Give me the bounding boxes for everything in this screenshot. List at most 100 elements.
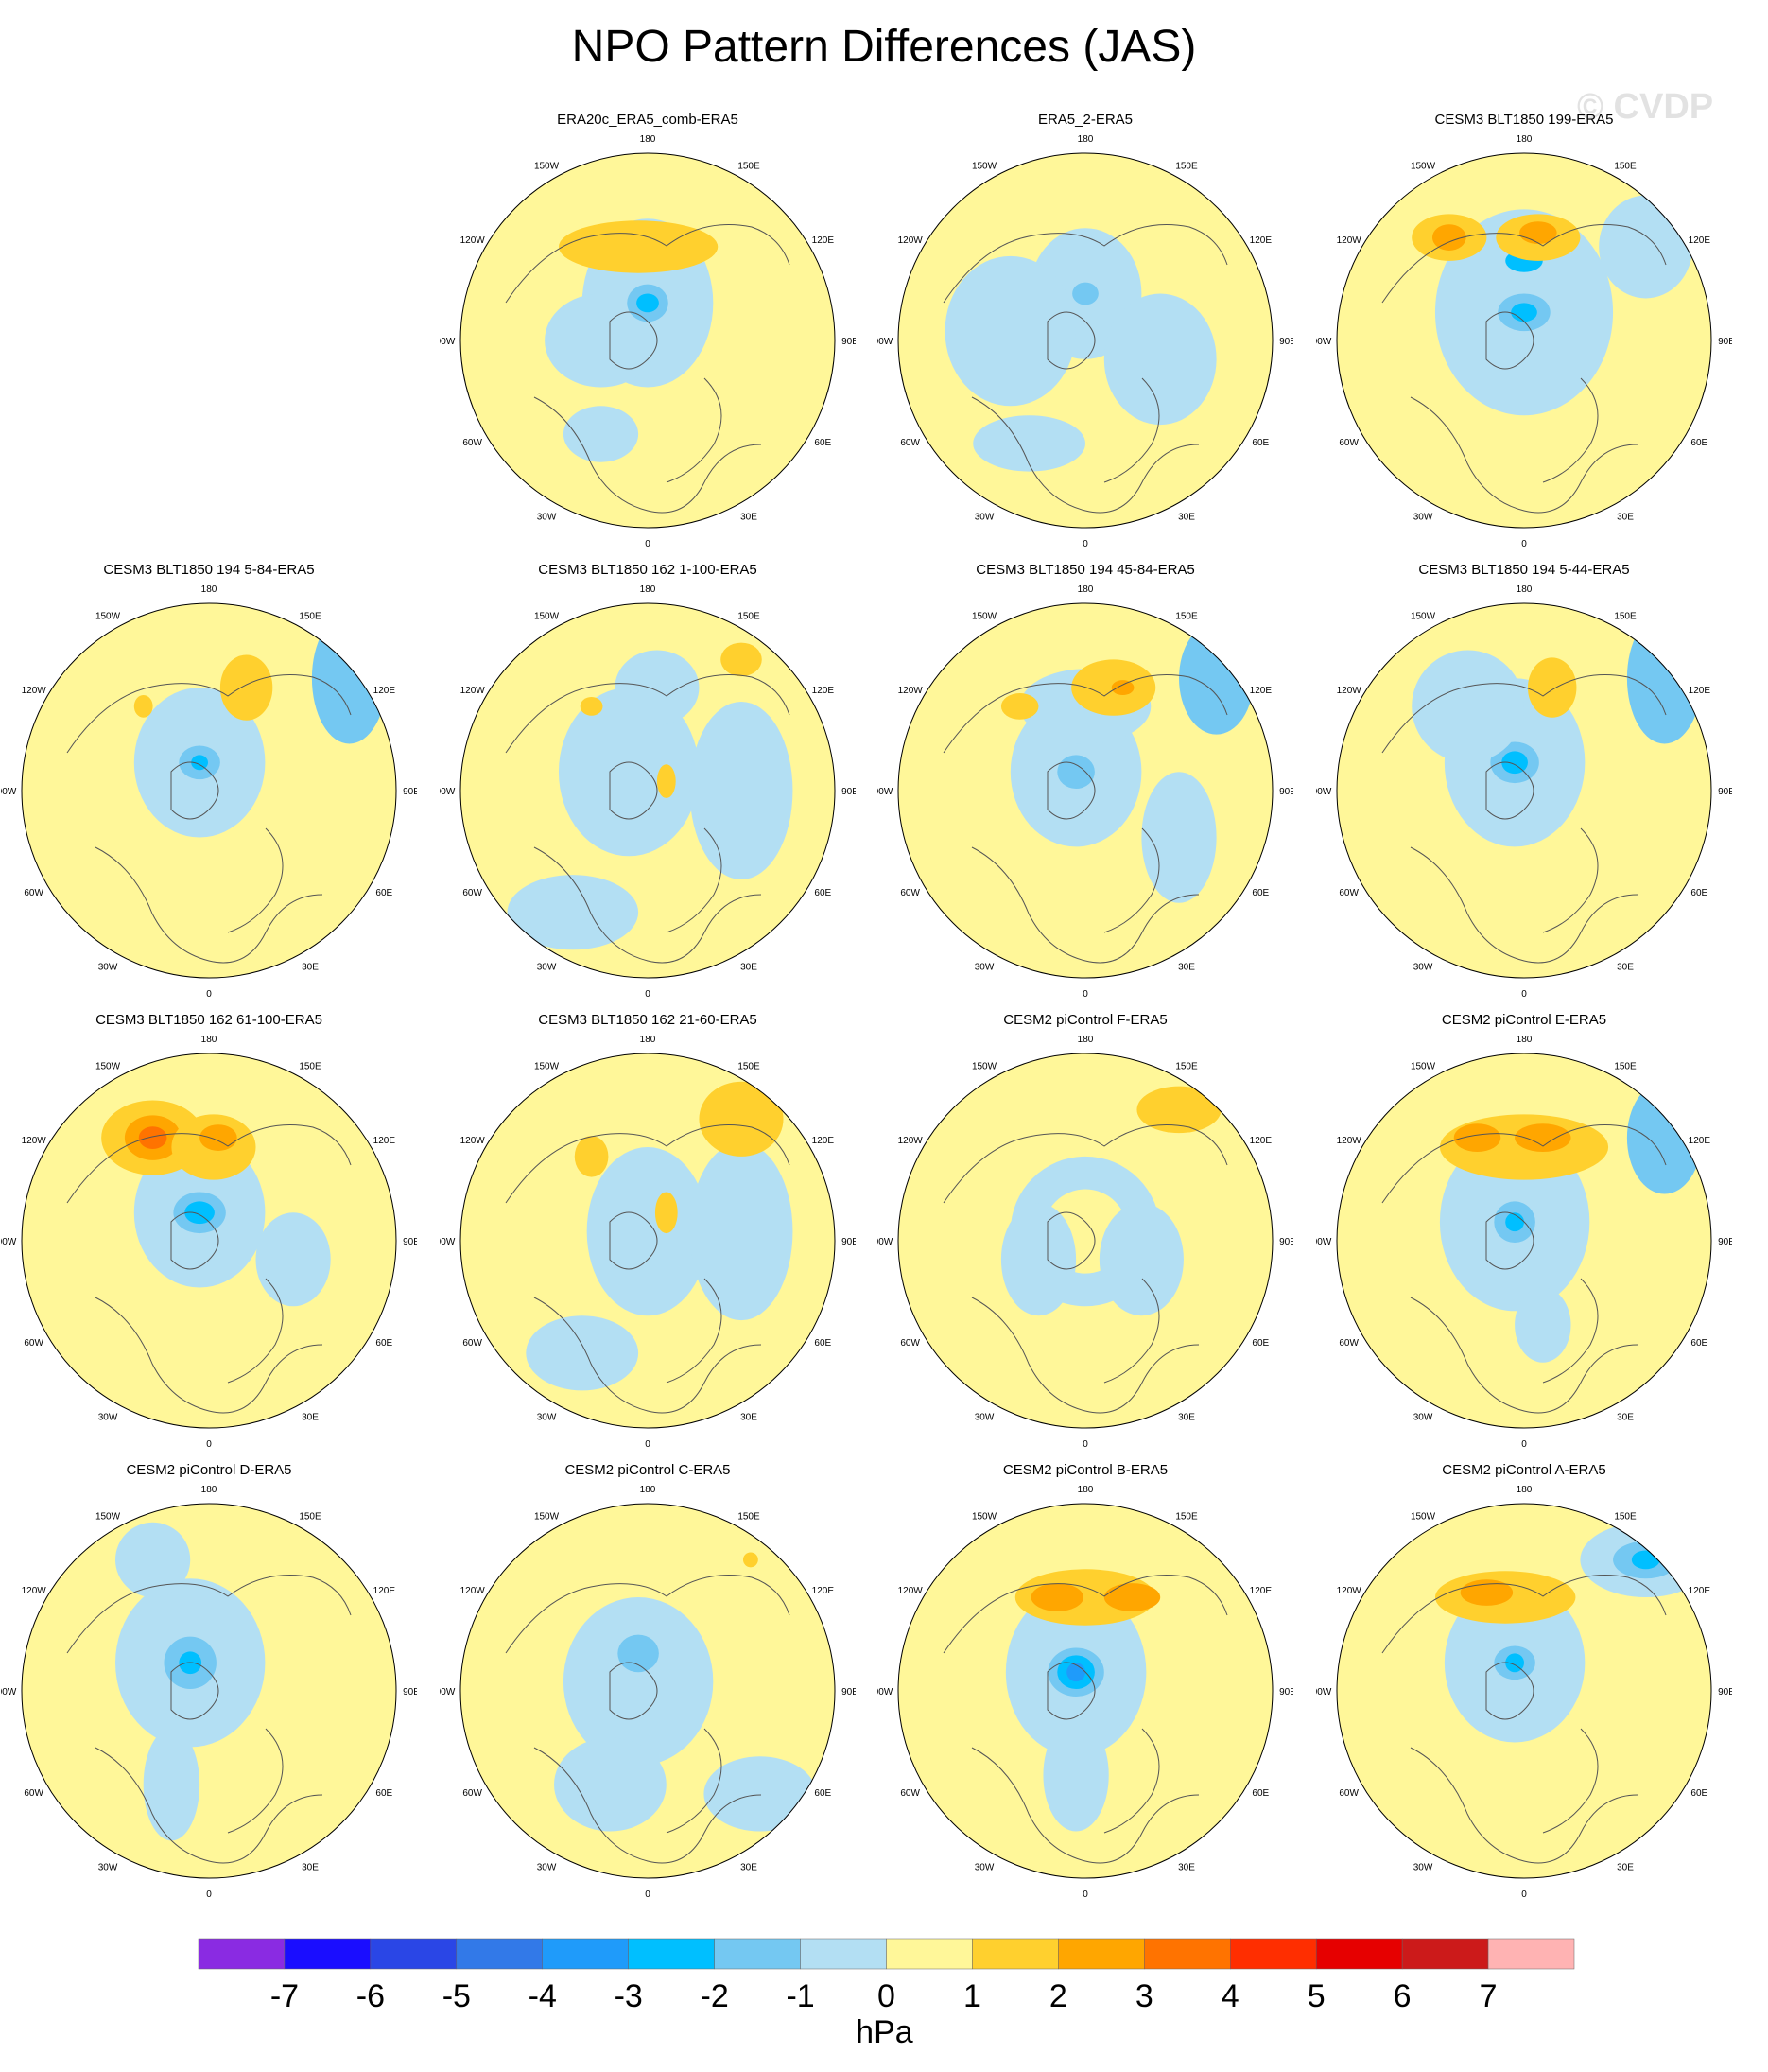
longitude-label: 90W (440, 337, 456, 347)
contour-region (1103, 1583, 1161, 1611)
longitude-label: 120W (460, 686, 486, 696)
contour-region (1072, 282, 1099, 305)
colorbar-tick-label: 2 (1049, 1978, 1067, 2014)
contour-region (689, 1142, 793, 1321)
polar-map: 180 150E 120E 90E 60E 30E 0 30W 60W 90W 120W 150W (877, 134, 1293, 549)
polar-map: 180 150E 120E 90E 60E 30E 0 30W 60W 90W 120W 150W (877, 1485, 1293, 1900)
longitude-label: 30W (537, 1862, 557, 1872)
longitude-label: 90W (1, 1237, 17, 1247)
map-boundary (21, 1053, 397, 1429)
longitude-label: 120W (22, 1136, 47, 1146)
colorbar-tick-label: 7 (1480, 1978, 1498, 2014)
panel-title: CESM3 BLT1850 199-ERA5 (1434, 112, 1614, 128)
coastline (505, 674, 790, 964)
colorbar-swatch (542, 1938, 629, 1970)
colorbar-swatch (886, 1938, 973, 1970)
colorbar-swatch (1144, 1938, 1231, 1970)
figure-title: NPO Pattern Differences (JAS) (571, 22, 1197, 72)
contour-region (1099, 1203, 1184, 1316)
longitude-label: 120E (1250, 686, 1273, 696)
map-panel: CESM2 piControl F-ERA5 180 150E 120E 90E 60E 3… (877, 1012, 1293, 1461)
longitude-label: 60W (1339, 888, 1359, 898)
polar-map: 180 150E 120E 90E 60E 30E 0 30W 60W 90W 120W 150W (877, 584, 1293, 1000)
longitude-label: 120W (898, 1136, 924, 1146)
map-boundary (897, 602, 1274, 979)
longitude-label: 90W (440, 1237, 456, 1247)
longitude-label: 30W (975, 1862, 995, 1872)
coastline (1381, 1124, 1667, 1414)
colorbar-swatch (1315, 1938, 1403, 1970)
longitude-label: 60W (24, 1788, 43, 1799)
map-panel: ERA5_2-ERA5 180 150E 120E 90E 60E 30E 0 30W 60W 90… (877, 112, 1293, 561)
polar-map: 180 150E 120E 90E 60E 30E 0 30W 60W 90W 120W 150W (1, 1035, 417, 1450)
colorbar-tick-label: 1 (963, 1978, 981, 2014)
longitude-label: 30E (1617, 1862, 1634, 1872)
polar-map: 180 150E 120E 90E 60E 30E 0 30W 60W 90W 120W 150W (1316, 1035, 1732, 1450)
panel-title: ERA5_2-ERA5 (1037, 112, 1134, 128)
longitude-label: 150E (737, 1062, 760, 1072)
longitude-label: 150W (95, 1062, 121, 1072)
longitude-label: 150E (1175, 612, 1198, 622)
longitude-label: 0 (1083, 539, 1088, 549)
longitude-label: 60E (375, 1788, 392, 1799)
contour-region (1103, 293, 1217, 426)
longitude-label: 180 (1078, 1485, 1094, 1495)
panel-title: CESM2 piControl E-ERA5 (1441, 1012, 1607, 1028)
longitude-label: 60E (814, 1338, 831, 1349)
longitude-label: 30W (537, 1412, 557, 1422)
longitude-label: 90W (1316, 1687, 1332, 1698)
polar-map: 180 150E 120E 90E 60E 30E 0 30W 60W 90W 120W 150W (440, 134, 856, 549)
longitude-label: 120E (1250, 1586, 1273, 1596)
longitude-label: 90E (1718, 1687, 1732, 1698)
longitude-label: 120E (373, 1586, 396, 1596)
polar-map: 180 150E 120E 90E 60E 30E 0 30W 60W 90W 120W 150W (1316, 584, 1732, 1000)
longitude-label: 120W (1337, 1136, 1362, 1146)
colorbar-tick-label: 3 (1135, 1978, 1153, 2014)
longitude-label: 90W (877, 1237, 893, 1247)
longitude-label: 90E (841, 337, 856, 347)
longitude-label: 120W (1337, 1586, 1362, 1596)
map-boundary (21, 602, 397, 979)
panel-title: CESM2 piControl C-ERA5 (564, 1462, 731, 1478)
longitude-label: 30W (1413, 962, 1433, 972)
longitude-label: 30W (98, 1412, 118, 1422)
longitude-label: 60E (1690, 1338, 1707, 1349)
map-panel: CESM3 BLT1850 194 5-44-ERA5 180 150E 120E 90… (1316, 562, 1732, 1011)
polar-map: 180 150E 120E 90E 60E 30E 0 30W 60W 90W 120W 150W (440, 1485, 856, 1900)
longitude-label: 30E (1178, 512, 1195, 522)
contour-region (1515, 1287, 1571, 1363)
longitude-label: 30E (302, 1862, 319, 1872)
polar-map: 180 150E 120E 90E 60E 30E 0 30W 60W 90W 120W 150W (440, 1035, 856, 1450)
longitude-label: 90W (440, 1687, 456, 1698)
longitude-label: 180 (201, 1035, 217, 1045)
contour-region (138, 1126, 167, 1149)
map-boundary (459, 152, 836, 529)
contour-region (945, 255, 1077, 407)
longitude-label: 30W (1413, 1412, 1433, 1422)
contour-region (720, 642, 762, 677)
longitude-label: 60E (1252, 1338, 1269, 1349)
contour-region (973, 415, 1085, 472)
longitude-label: 90E (1279, 1687, 1293, 1698)
longitude-label: 60W (1339, 1788, 1359, 1799)
longitude-label: 120W (1337, 235, 1362, 246)
longitude-label: 30W (975, 1412, 995, 1422)
coastline (943, 224, 1228, 514)
longitude-label: 60W (462, 1338, 482, 1349)
longitude-label: 90W (440, 787, 456, 797)
longitude-label: 30E (1178, 1862, 1195, 1872)
longitude-label: 150W (1411, 1062, 1436, 1072)
longitude-label: 120E (812, 1136, 835, 1146)
longitude-label: 30E (1617, 512, 1634, 522)
longitude-label: 150E (1175, 1062, 1198, 1072)
colorbar-swatch (198, 1938, 286, 1970)
contour-region (507, 875, 639, 950)
contour-region (636, 293, 659, 313)
contour-region (558, 688, 700, 857)
longitude-label: 0 (1521, 539, 1527, 549)
contour-region (199, 1124, 237, 1151)
longitude-label: 150W (95, 612, 121, 622)
longitude-label: 60E (375, 1338, 392, 1349)
coastline (66, 674, 352, 964)
